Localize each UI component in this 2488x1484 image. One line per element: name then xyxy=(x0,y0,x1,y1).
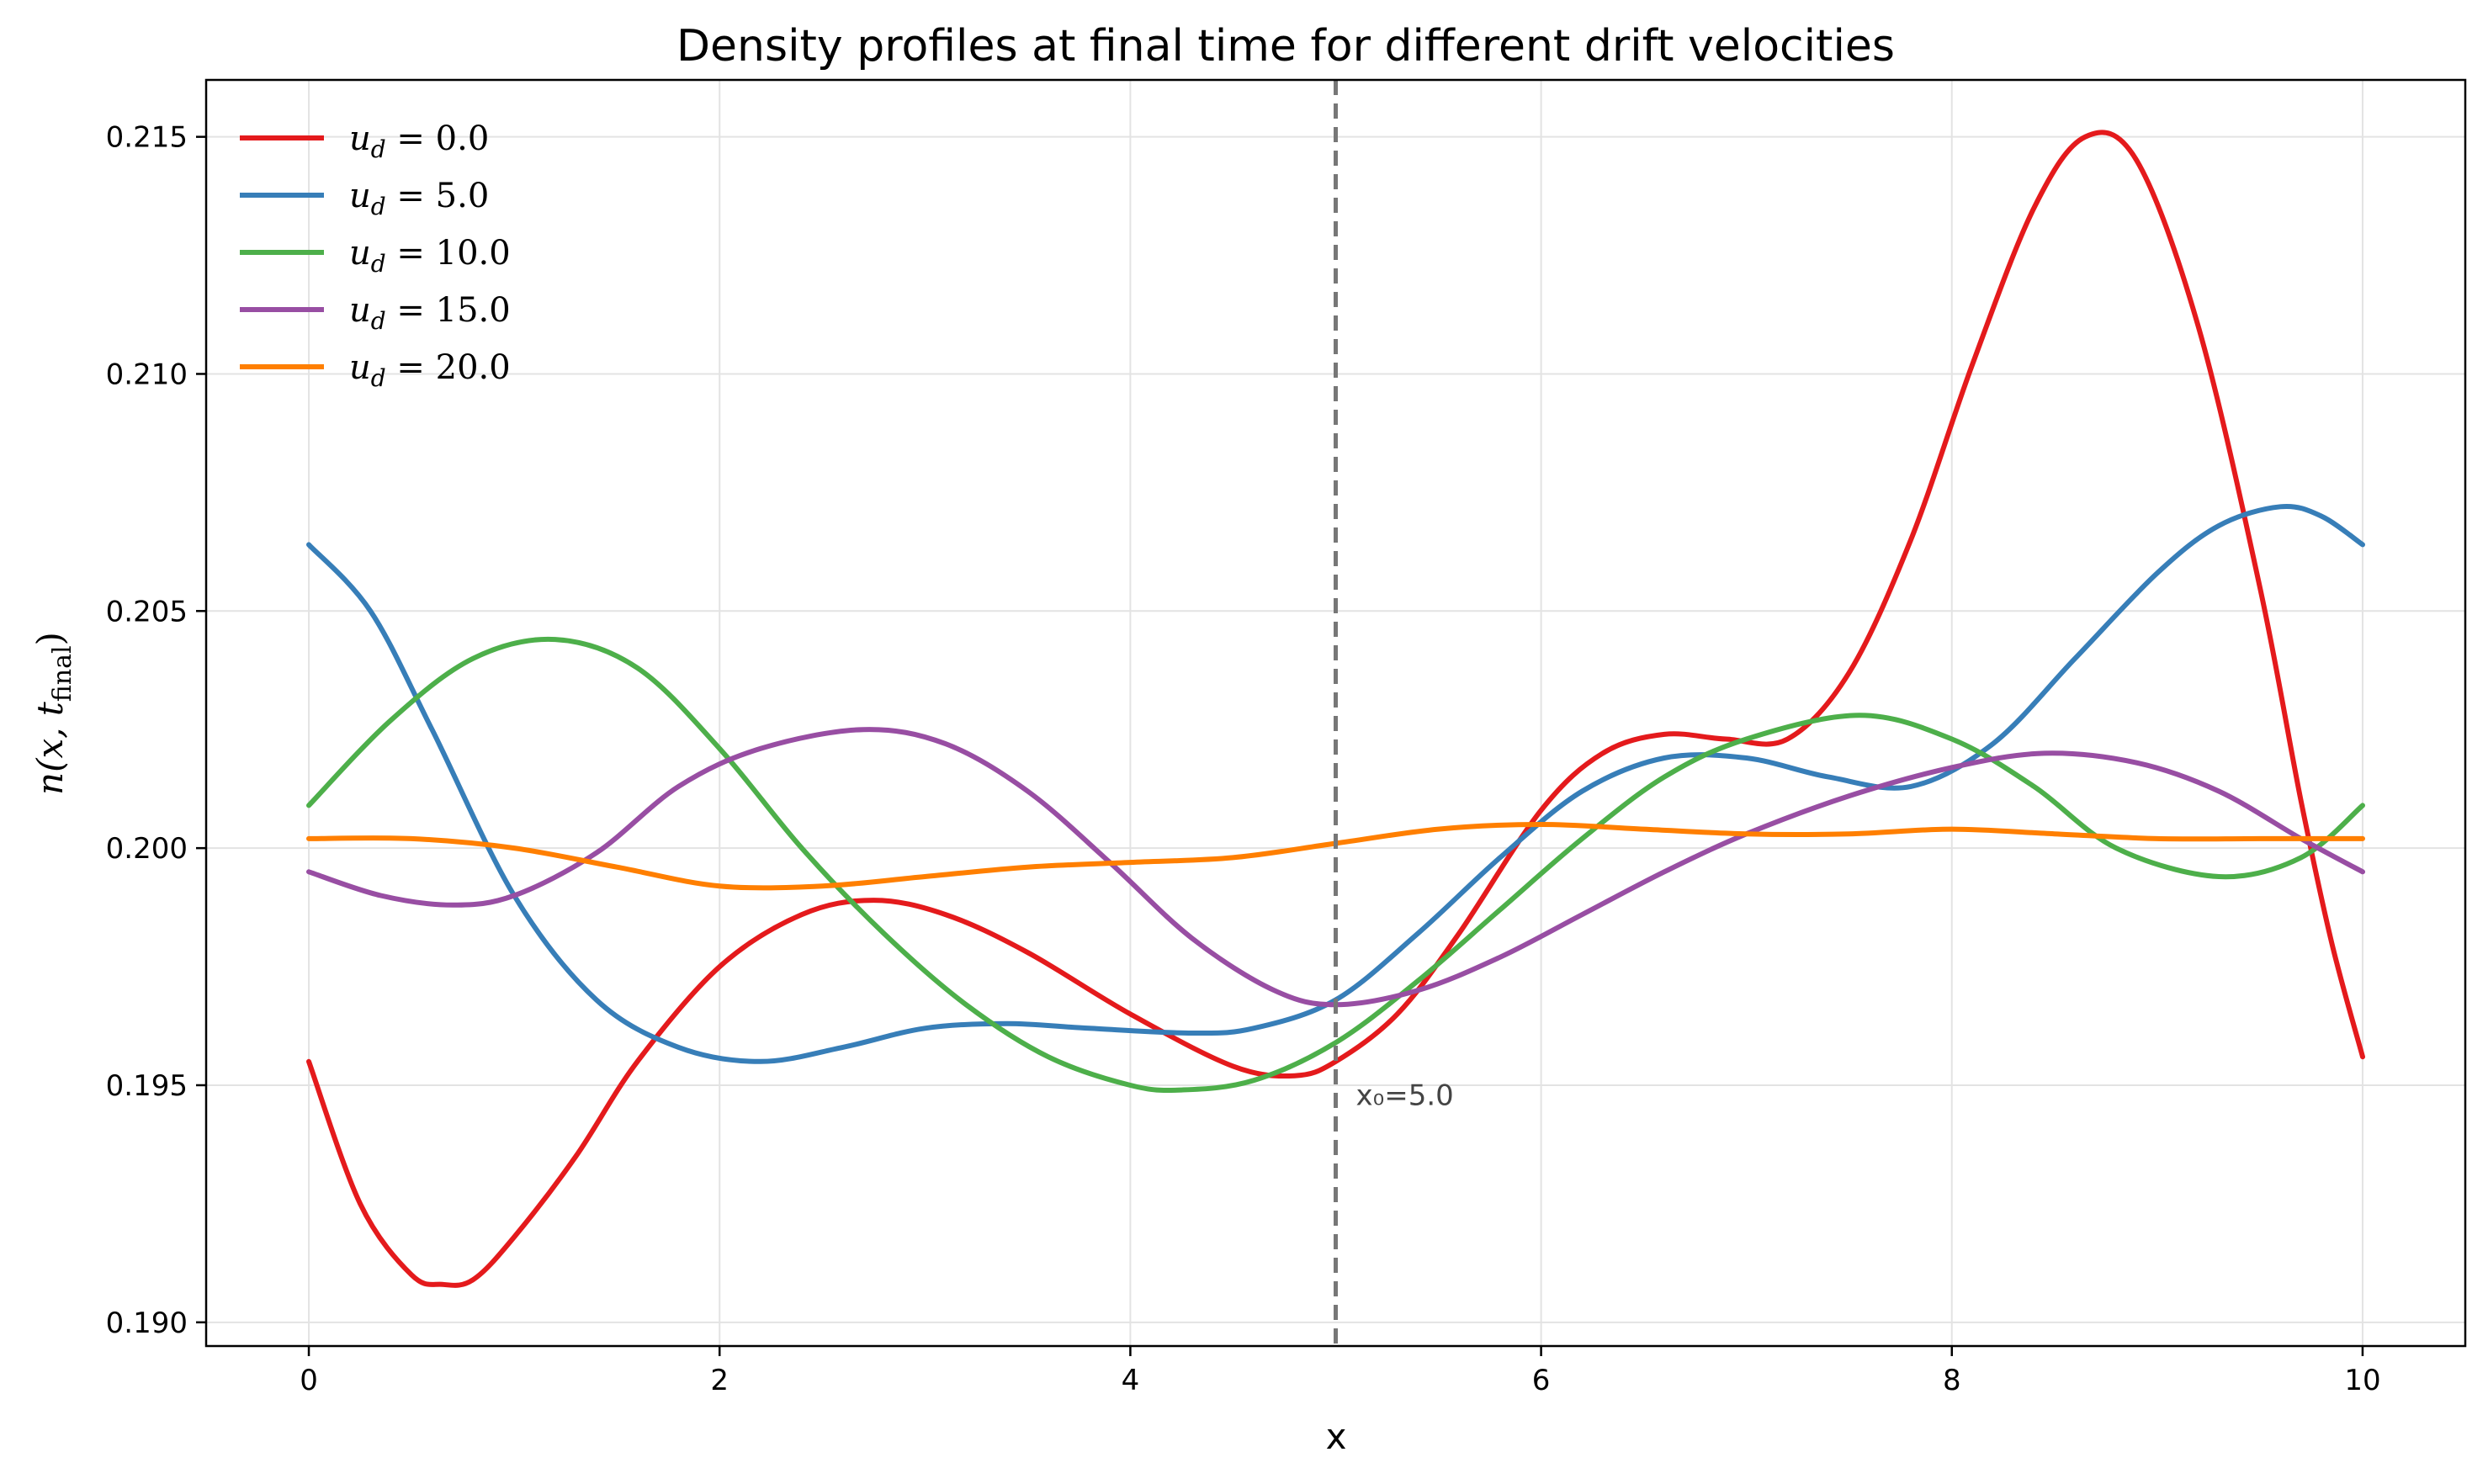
reference-vline-label: x₀=5.0 xyxy=(1356,1079,1454,1112)
legend-label-4: ud = 20.0 xyxy=(349,348,511,392)
x-tick-label-0: 0 xyxy=(300,1364,318,1397)
x-tick-label-4: 8 xyxy=(1943,1364,1961,1397)
x-axis-ticks: 0 2 4 6 8 10 xyxy=(300,1346,2381,1397)
series-line-2 xyxy=(306,636,2365,1094)
x-tick-label-5: 10 xyxy=(2344,1364,2380,1397)
series-line-1 xyxy=(306,503,2365,1064)
x-tick-label-2: 4 xyxy=(1122,1364,1140,1397)
legend-label-0: ud = 0.0 xyxy=(349,119,489,163)
y-tick-label-2: 0.200 xyxy=(106,832,188,866)
chart-title: Density profiles at final time for diffe… xyxy=(676,21,1895,72)
reference-line: x₀=5.0 xyxy=(1334,80,1454,1346)
y-axis-label: n(x, tfinal) xyxy=(29,632,77,795)
legend-label-2: ud = 10.0 xyxy=(349,234,511,278)
y-tick-label-0: 0.190 xyxy=(106,1306,188,1340)
y-tick-label-5: 0.215 xyxy=(106,121,188,155)
series-line-3 xyxy=(306,727,2365,1008)
y-axis-label-sub: final xyxy=(48,645,77,702)
plot-frame xyxy=(204,78,2467,1348)
y-tick-label-4: 0.210 xyxy=(106,358,188,391)
legend-label-3: ud = 15.0 xyxy=(349,291,511,335)
y-axis-ticks: 0.190 0.195 0.200 0.205 0.210 0.215 xyxy=(106,121,206,1340)
y-tick-label-1: 0.195 xyxy=(106,1069,188,1103)
y-axis-label-main: n(x, t xyxy=(29,702,71,795)
x-tick-label-3: 6 xyxy=(1532,1364,1551,1397)
x-tick-label-1: 2 xyxy=(710,1364,729,1397)
x-axis-label: x xyxy=(1326,1416,1347,1457)
legend-label-1: ud = 5.0 xyxy=(349,177,489,220)
legend: ud = 0.0 ud = 5.0 ud = 10.0 ud = 15.0 ud = 2… xyxy=(240,119,511,392)
y-axis-label-close: ) xyxy=(29,632,71,645)
y-tick-label-3: 0.205 xyxy=(106,595,188,628)
series-line-0 xyxy=(306,130,2365,1288)
